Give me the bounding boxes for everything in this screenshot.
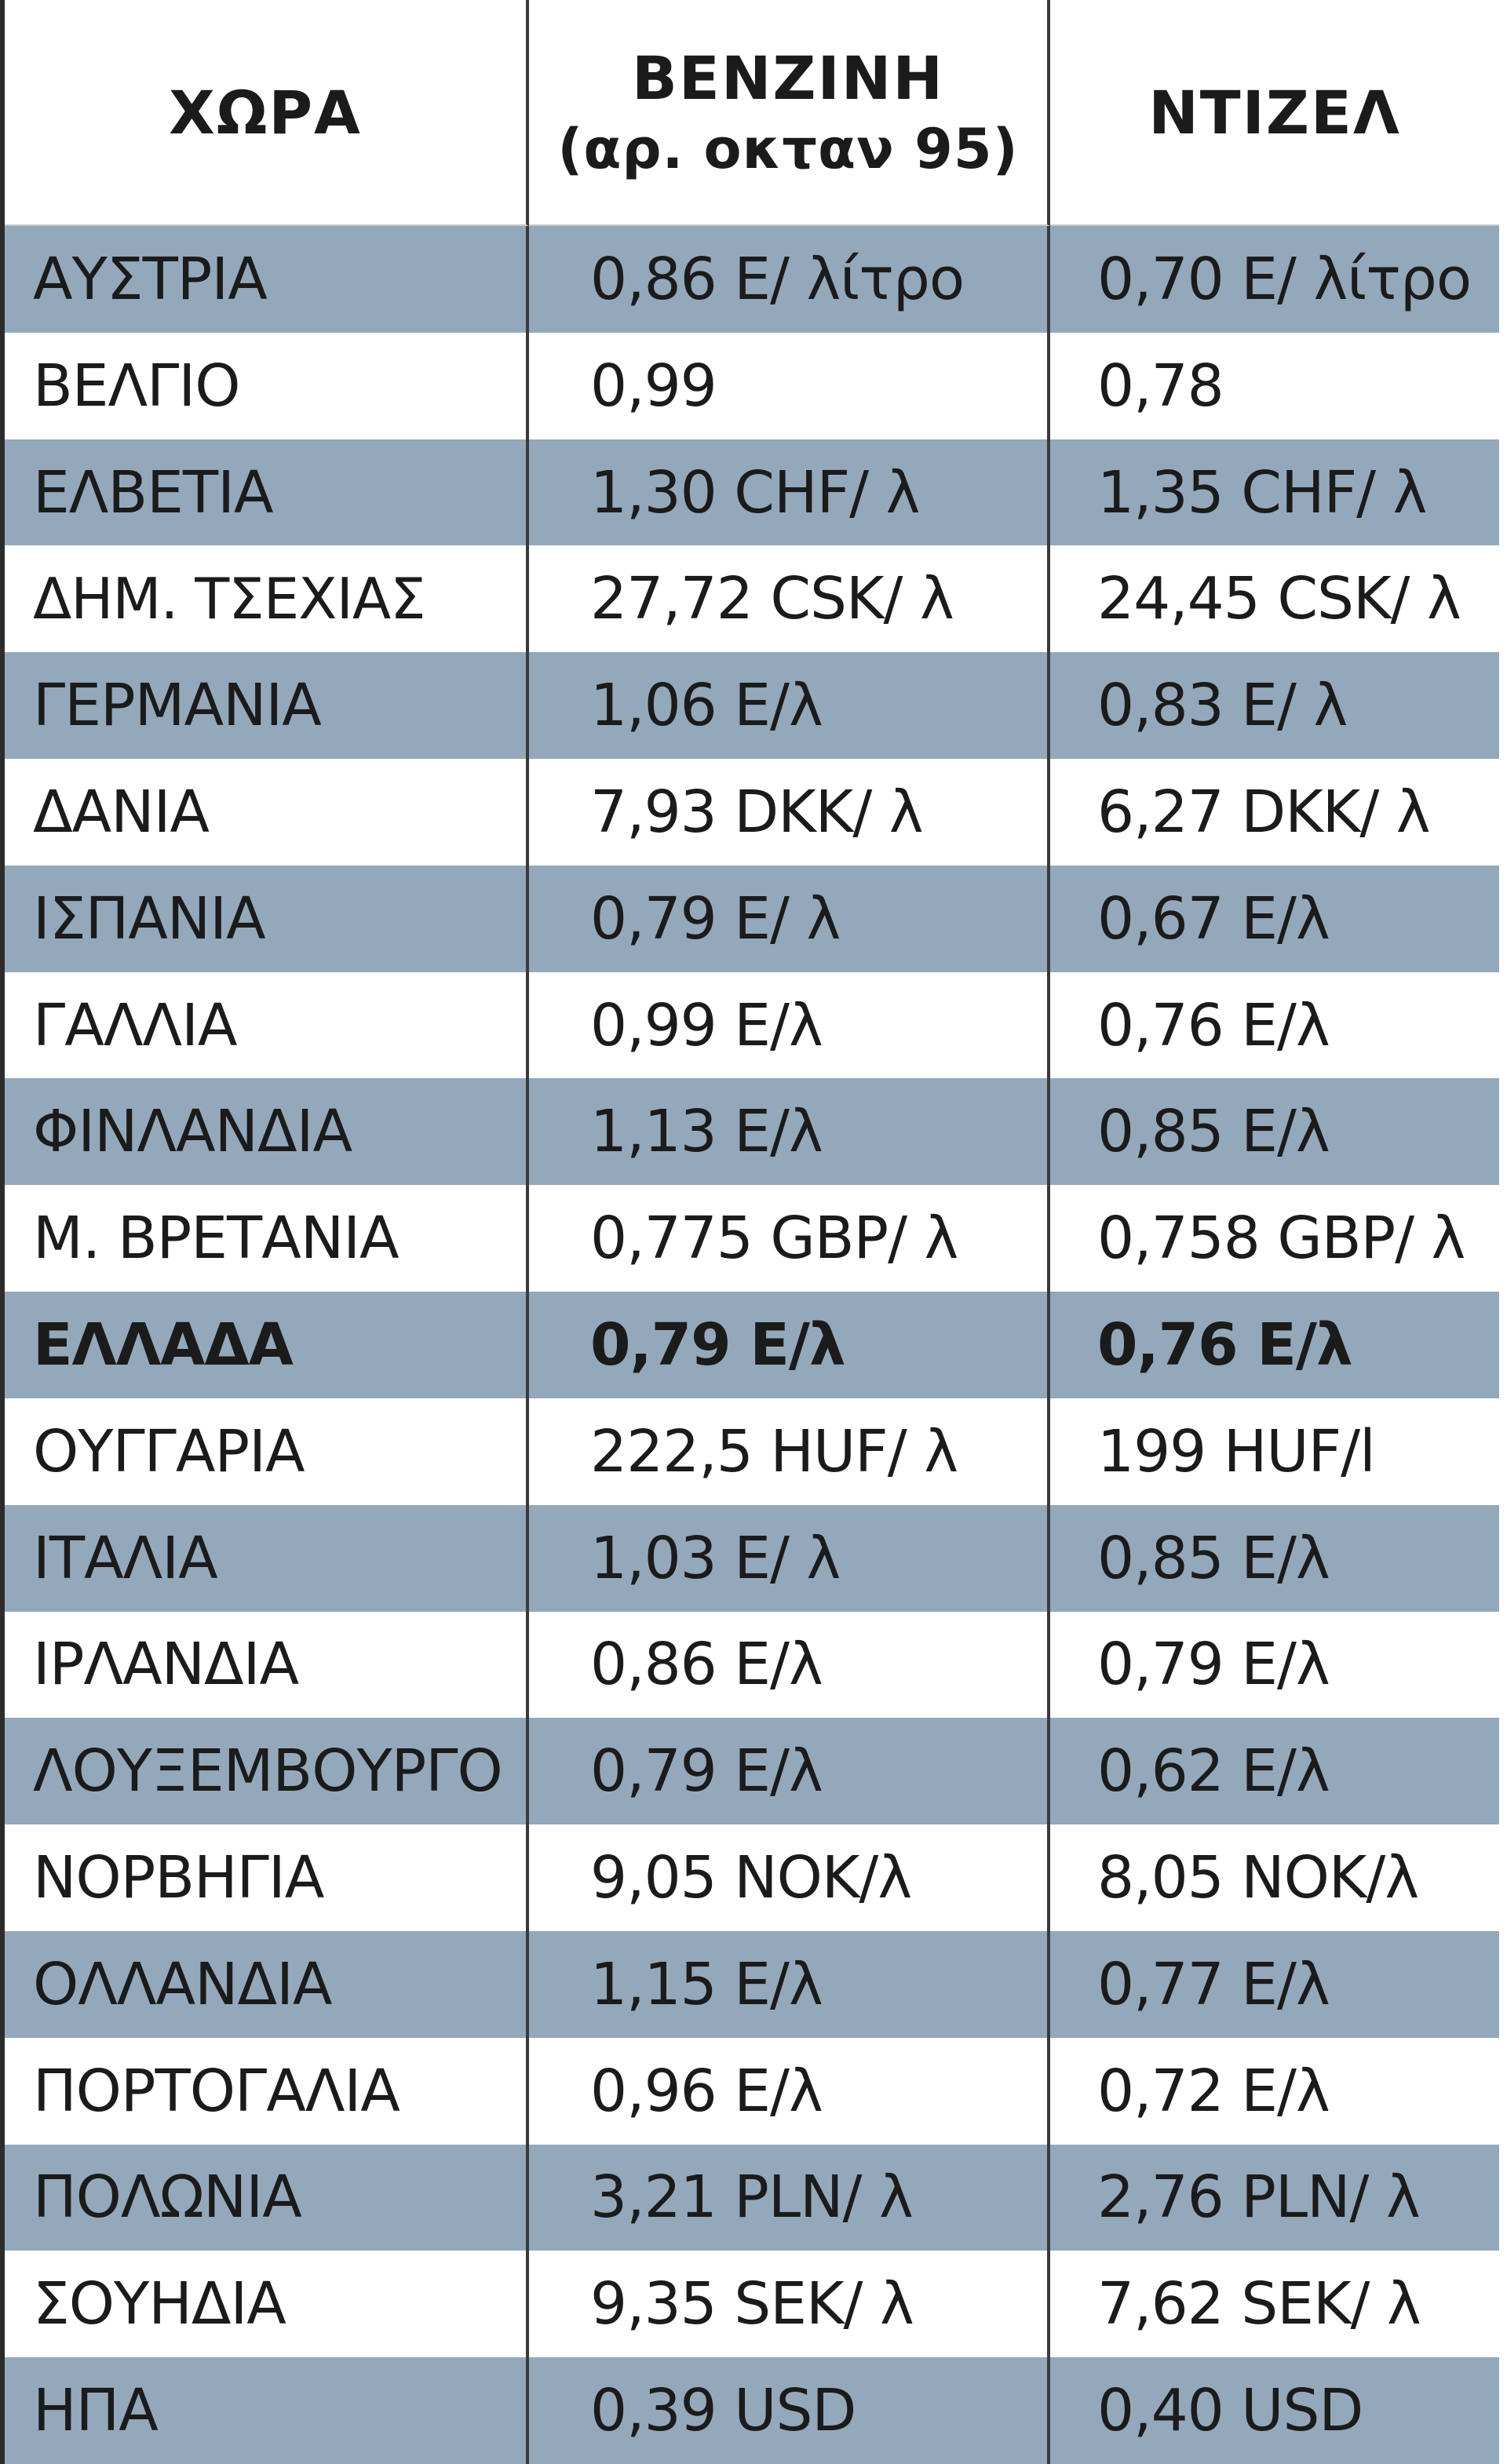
diesel-price-cell: 1,35 CHF/ λ	[1050, 439, 1499, 546]
diesel-price-cell: 2,76 PLN/ λ	[1050, 2144, 1499, 2251]
petrol-price-cell: 222,5 HUF/ λ	[529, 1398, 1050, 1505]
diesel-price-cell: 6,27 DKK/ λ	[1050, 759, 1499, 866]
header-country: ΧΩΡΑ	[5, 0, 529, 226]
country-cell: Μ. ΒΡΕΤΑΝΙΑ	[5, 1185, 529, 1292]
diesel-price-cell: 8,05 NOK/λ	[1050, 1824, 1499, 1931]
petrol-price-cell: 27,72 CSK/ λ	[529, 545, 1050, 653]
diesel-price-cell: 24,45 CSK/ λ	[1050, 545, 1499, 653]
petrol-price-cell: 0,99	[529, 332, 1050, 439]
diesel-price-cell: 0,70 E/ λίτρο	[1050, 226, 1499, 333]
country-cell: ΟΥΓΓΑΡΙΑ	[5, 1398, 529, 1505]
country-cell: ΗΠΑ	[5, 2357, 529, 2464]
header-petrol-octane: (αρ. οκταν 95)	[557, 116, 1019, 181]
petrol-price-cell: 1,06 E/λ	[529, 652, 1050, 760]
diesel-price-cell: 7,62 SEK/ λ	[1050, 2251, 1499, 2358]
diesel-price-cell: 0,77 E/λ	[1050, 1930, 1499, 2038]
country-cell: ΠΟΡΤΟΓΑΛΙΑ	[5, 2037, 529, 2145]
country-cell: ΙΤΑΛΙΑ	[5, 1504, 529, 1612]
country-cell: ΠΟΛΩΝΙΑ	[5, 2144, 529, 2251]
diesel-price-cell: 0,62 E/λ	[1050, 1718, 1499, 1825]
diesel-price-cell: 0,76 E/λ	[1050, 1292, 1499, 1398]
petrol-price-cell: 0,79 E/ λ	[529, 865, 1050, 972]
country-cell: ΝΟΡΒΗΓΙΑ	[5, 1824, 529, 1931]
country-cell: ΒΕΛΓΙΟ	[5, 332, 529, 439]
diesel-price-cell: 0,72 E/λ	[1050, 2037, 1499, 2145]
petrol-price-cell: 0,96 E/λ	[529, 2037, 1050, 2145]
petrol-price-cell: 3,21 PLN/ λ	[529, 2144, 1050, 2251]
country-cell: ΕΛΛΑΔΑ	[5, 1292, 529, 1398]
country-cell: ΙΣΠΑΝΙΑ	[5, 865, 529, 972]
petrol-price-cell: 9,05 NOK/λ	[529, 1824, 1050, 1931]
petrol-price-cell: 1,15 E/λ	[529, 1930, 1050, 2038]
country-cell: ΙΡΛΑΝΔΙΑ	[5, 1611, 529, 1719]
diesel-price-cell: 0,79 E/λ	[1050, 1611, 1499, 1719]
diesel-price-cell: 0,758 GBP/ λ	[1050, 1185, 1499, 1292]
petrol-price-cell: 7,93 DKK/ λ	[529, 759, 1050, 866]
country-cell: ΓΕΡΜΑΝΙΑ	[5, 652, 529, 760]
petrol-price-cell: 0,775 GBP/ λ	[529, 1185, 1050, 1292]
country-cell: ΑΥΣΤΡΙΑ	[5, 226, 529, 333]
country-cell: ΕΛΒΕΤΙΑ	[5, 439, 529, 546]
petrol-price-cell: 0,86 E/ λίτρο	[529, 226, 1050, 333]
header-petrol: ΒΕΝΖΙΝΗ (αρ. οκταν 95)	[529, 0, 1050, 226]
header-diesel: ΝΤΙΖΕΛ	[1050, 0, 1499, 226]
diesel-price-cell: 0,67 E/λ	[1050, 865, 1499, 972]
petrol-price-cell: 0,79 E/λ	[529, 1292, 1050, 1398]
diesel-price-cell: 0,83 E/ λ	[1050, 652, 1499, 760]
country-cell: ΣΟΥΗΔΙΑ	[5, 2251, 529, 2358]
diesel-price-cell: 0,78	[1050, 332, 1499, 439]
petrol-price-cell: 9,35 SEK/ λ	[529, 2251, 1050, 2358]
country-cell: ΦΙΝΛΑΝΔΙΑ	[5, 1078, 529, 1186]
diesel-price-cell: 0,85 E/λ	[1050, 1504, 1499, 1612]
diesel-price-cell: 0,40 USD	[1050, 2357, 1499, 2464]
petrol-price-cell: 1,03 E/ λ	[529, 1504, 1050, 1612]
country-cell: ΓΑΛΛΙΑ	[5, 971, 529, 1079]
diesel-price-cell: 0,85 E/λ	[1050, 1078, 1499, 1186]
country-cell: ΛΟΥΞΕΜΒΟΥΡΓΟ	[5, 1718, 529, 1825]
petrol-price-cell: 0,86 E/λ	[529, 1611, 1050, 1719]
petrol-price-cell: 1,13 E/λ	[529, 1078, 1050, 1186]
petrol-price-cell: 0,39 USD	[529, 2357, 1050, 2464]
petrol-price-cell: 0,99 E/λ	[529, 971, 1050, 1079]
country-cell: ΔΑΝΙΑ	[5, 759, 529, 866]
header-petrol-title: ΒΕΝΖΙΝΗ	[631, 42, 945, 113]
petrol-price-cell: 0,79 E/λ	[529, 1718, 1050, 1825]
diesel-price-cell: 0,76 E/λ	[1050, 971, 1499, 1079]
country-cell: ΔΗΜ. ΤΣΕΧΙΑΣ	[5, 545, 529, 653]
diesel-price-cell: 199 HUF/l	[1050, 1398, 1499, 1505]
country-cell: ΟΛΛΑΝΔΙΑ	[5, 1930, 529, 2038]
petrol-price-cell: 1,30 CHF/ λ	[529, 439, 1050, 546]
